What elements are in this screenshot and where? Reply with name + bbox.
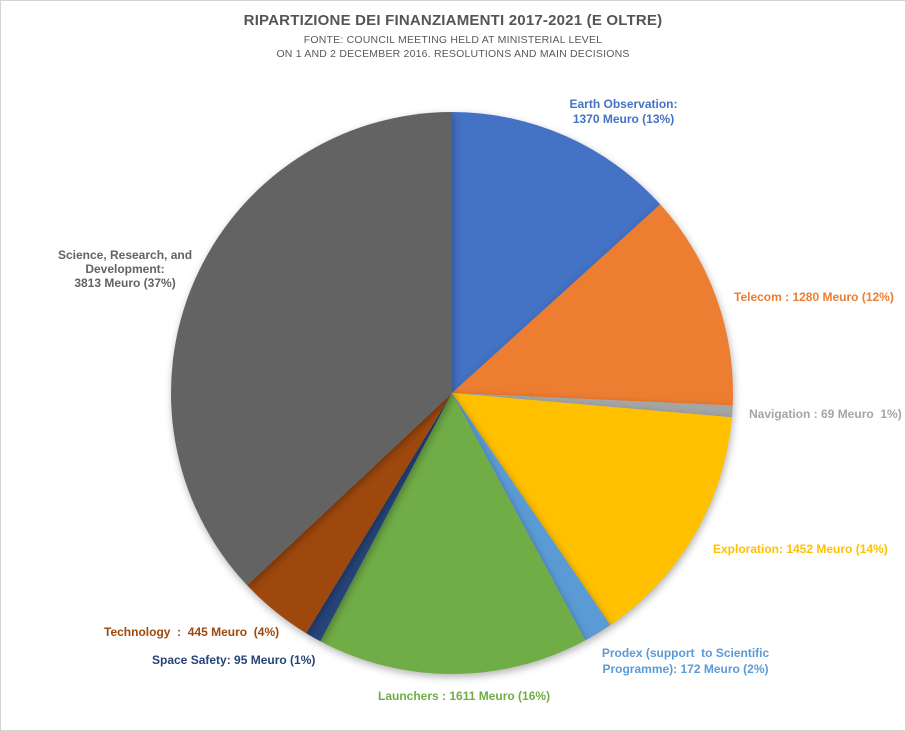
pie-slice-telecom [452, 204, 733, 406]
pie-slice-technology [247, 393, 452, 634]
slice-label-line: Science, Research, and [57, 248, 193, 262]
pie-slice-navigation [452, 393, 733, 418]
slice-label-line: Programme): 172 Meuro (2%) [602, 662, 769, 676]
slice-label-launchers: Launchers : 1611 Meuro (16%) [378, 689, 550, 704]
slice-label-line: 3813 Meuro (37%) [74, 276, 176, 290]
slice-label-line: Space Safety: 95 Meuro (1%) [152, 653, 316, 667]
pie-slice-prodex [452, 393, 611, 641]
pie-slice-science-research-development [170, 112, 452, 586]
pie-slice-launchers [320, 393, 586, 675]
slice-label-line: Development: [85, 262, 165, 276]
slice-label-space-safety: Space Safety: 95 Meuro (1%) [152, 653, 315, 668]
chart-title: RIPARTIZIONE DEI FINANZIAMENTI 2017-2021… [243, 12, 663, 29]
slice-label-line: Exploration: 1452 Meuro (14%) [713, 542, 888, 556]
slice-label-line: Prodex (support to Scientific [601, 646, 770, 660]
pie-slice-exploration [452, 393, 732, 626]
slice-label-line: Earth Observation: [569, 97, 678, 111]
slice-label-line: 1370 Meuro (13%) [572, 112, 675, 126]
pie-slice-earth-observation [452, 112, 661, 393]
slice-label-line: Technology : 445 Meuro (4%) [104, 625, 280, 639]
slice-label-prodex: Prodex (support to Scientific Programme):… [563, 645, 808, 677]
chart-subtitle-line2: ON 1 AND 2 DECEMBER 2016. RESOLUTIONS AN… [276, 48, 630, 60]
pie-slice-space-safety [306, 393, 452, 642]
chart-subtitle: FONTE: COUNCIL MEETING HELD AT MINISTERI… [1, 33, 905, 61]
slice-label-exploration: Exploration: 1452 Meuro (14%) [713, 542, 888, 557]
slice-label-telecom: Telecom : 1280 Meuro (12%) [734, 290, 894, 305]
slice-label-line: Telecom : 1280 Meuro (12%) [734, 290, 894, 304]
slice-label-technology: Technology : 445 Meuro (4%) [104, 625, 279, 640]
chart-subtitle-line1: FONTE: COUNCIL MEETING HELD AT MINISTERI… [303, 34, 603, 46]
slice-label-earth-observation: Earth Observation: 1370 Meuro (13%) [501, 97, 746, 127]
slice-label-line: Navigation : 69 Meuro 1%) [749, 407, 902, 421]
chart-header: RIPARTIZIONE DEI FINANZIAMENTI 2017-2021… [1, 12, 905, 61]
slice-label-science-research-development: Science, Research, and Development: 3813 M… [29, 248, 221, 290]
slice-label-line: Launchers : 1611 Meuro (16%) [378, 689, 551, 703]
slice-label-navigation: Navigation : 69 Meuro 1%) [749, 407, 902, 422]
